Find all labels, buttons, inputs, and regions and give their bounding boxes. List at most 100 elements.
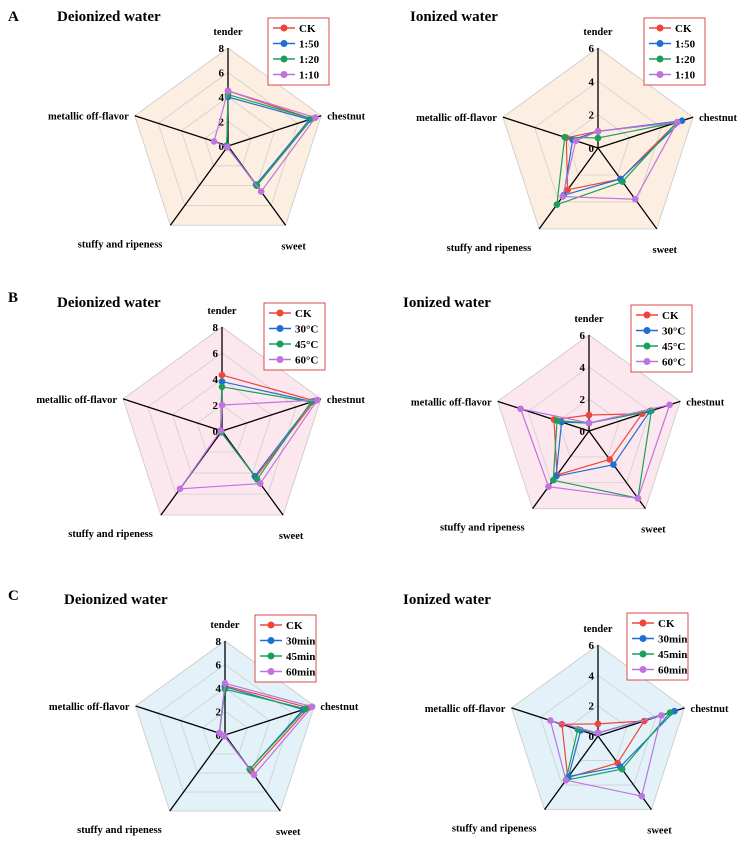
panel-label: C	[8, 588, 19, 604]
legend-entry: CK	[299, 23, 316, 35]
radial-tick-label: 6	[580, 330, 586, 342]
axis-label: stuffy and ripeness	[452, 824, 537, 835]
axis-spoke	[597, 147, 658, 230]
data-point	[673, 118, 681, 126]
legend-entry: 1:50	[675, 39, 696, 51]
grid-ring	[134, 47, 322, 226]
radar-panel-2: 0 2 4 6 tender chestnut sweet stuffy and ripene…	[410, 9, 738, 256]
axis-spoke	[135, 705, 226, 736]
chart-title: Ionized water	[403, 592, 491, 608]
grid-ring	[539, 674, 657, 786]
legend: CK 1:50 1:20 1:10	[267, 17, 330, 86]
axis-label: chestnut	[699, 113, 737, 124]
data-point	[666, 401, 673, 409]
axis-label: sweet	[276, 827, 301, 838]
grid-ring	[157, 664, 293, 793]
axis-label: tender	[583, 624, 612, 635]
axis-label: stuffy and ripeness	[78, 239, 163, 250]
grid-ring	[180, 96, 276, 187]
radial-tick-label: 2	[216, 707, 222, 719]
chart-title: Deionized water	[64, 592, 168, 608]
grid-ring	[527, 366, 651, 484]
axis-label: tender	[213, 27, 242, 38]
data-point	[221, 680, 229, 687]
radial-tick-label: 4	[216, 683, 222, 695]
legend-entry: 45min	[658, 649, 687, 661]
axis-label: chestnut	[327, 112, 365, 123]
series-line	[556, 121, 679, 206]
grid-ring	[157, 72, 299, 206]
legend-swatch-marker	[267, 652, 275, 660]
data-point	[585, 411, 593, 419]
legend-swatch-marker	[656, 71, 664, 78]
data-point	[218, 383, 226, 391]
legend-entry: 60°C	[295, 355, 318, 367]
data-point	[618, 765, 626, 773]
chart-title: Ionized water	[403, 295, 491, 311]
data-point	[218, 401, 226, 409]
legend-entry: 45°C	[662, 341, 685, 353]
data-point	[312, 114, 319, 121]
grid-ring	[497, 334, 681, 510]
series-line	[549, 714, 663, 797]
data-point	[606, 456, 613, 463]
legend-entry: 45°C	[295, 339, 318, 351]
data-point	[594, 720, 602, 728]
radial-tick-label: 0	[219, 141, 225, 153]
data-point	[631, 195, 639, 203]
axis-label: chestnut	[691, 704, 729, 715]
radial-tick-label: 6	[213, 348, 219, 360]
legend-entry: 60°C	[662, 357, 685, 369]
legend-swatch-marker	[276, 309, 284, 317]
series-line	[561, 121, 679, 200]
legend-entry: 1:10	[299, 70, 320, 82]
radial-tick-label: 2	[589, 110, 595, 122]
legend-entry: 30°C	[662, 326, 685, 338]
radial-tick-label: 4	[589, 670, 595, 682]
data-point	[302, 705, 309, 713]
radial-tick-label: 8	[216, 636, 222, 648]
legend-swatch-marker	[267, 668, 275, 675]
radial-tick-label: 2	[219, 117, 225, 129]
series-line	[178, 399, 319, 490]
data-point	[549, 476, 557, 484]
legend-swatch-marker	[643, 311, 651, 319]
radial-tick-label: 4	[589, 76, 595, 88]
legend-swatch-marker	[280, 24, 288, 32]
grid-ring	[196, 404, 248, 453]
axis-spoke	[122, 398, 223, 432]
axis-label: chestnut	[327, 395, 365, 406]
grid-ring	[135, 640, 315, 812]
axis-label: metallic off-flavor	[411, 397, 492, 408]
legend: CK 30min 45min 60min	[626, 612, 689, 681]
series-line	[519, 403, 671, 499]
series-line	[218, 682, 314, 776]
legend: CK 30°C 45°C 60°C	[263, 302, 326, 371]
series-line	[213, 90, 317, 193]
radial-tick-label: 2	[589, 701, 595, 713]
radar-panel-4: 0 2 4 6 tender chestnut sweet stuffy and ripene…	[403, 295, 725, 536]
axis-spoke	[497, 400, 590, 432]
legend-entry: CK	[662, 310, 679, 322]
data-point	[610, 461, 617, 468]
legend-entry: 45min	[286, 651, 315, 663]
axis-spoke	[169, 145, 229, 226]
legend-entry: CK	[286, 620, 303, 632]
panel-label: B	[8, 290, 18, 306]
legend: CK 30min 45min 60min	[254, 614, 317, 683]
legend: CK 1:50 1:20 1:10	[643, 17, 706, 86]
radial-tick-label: 6	[589, 640, 595, 652]
data-point	[176, 485, 184, 493]
axis-spoke	[221, 398, 322, 432]
legend-swatch-marker	[643, 327, 651, 334]
radial-tick-label: 8	[219, 43, 225, 55]
legend-entry: 30°C	[295, 324, 318, 336]
legend-swatch-marker	[276, 325, 284, 332]
axis-label: metallic off-flavor	[36, 395, 117, 406]
grid-ring	[204, 121, 252, 167]
axis-label: tender	[207, 306, 236, 317]
axis-label: metallic off-flavor	[49, 702, 130, 713]
axis-spoke	[169, 734, 226, 812]
data-point	[218, 378, 226, 385]
